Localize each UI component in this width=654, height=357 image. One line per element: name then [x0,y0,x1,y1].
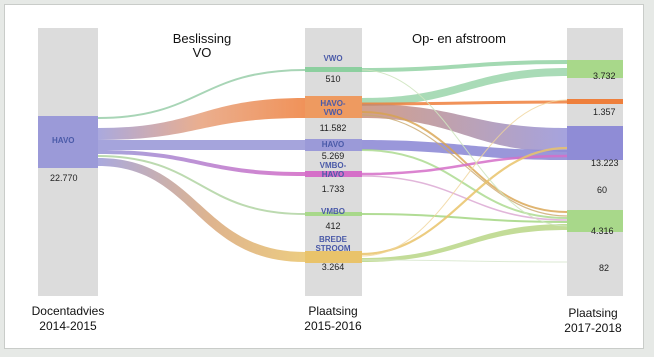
header-beslissing-line2: VO [193,45,212,60]
mid-node-vwo-label: VWO [323,54,342,63]
mid-node-vwo-bar [305,67,362,72]
right-node-4-value: 60 [597,185,607,195]
flow-havovwo-to-vwo [362,68,567,106]
flow-havo-to-vmbo-havo [98,150,305,176]
col-right-line2: 2017-2018 [564,321,622,335]
mid-node-havo-label: HAVO [322,140,345,149]
header-beslissing-line1: Beslissing [173,31,232,46]
col-left-line1: Docentadvies [32,304,105,318]
right-node-3-bar [567,126,623,160]
mid-node-havovwo-label1: HAVO- [320,99,346,108]
right-node-6-value: 82 [599,263,609,273]
mid-node-vmbohavo-label2: HAVO [322,170,345,179]
mid-node-vwo-value: 510 [325,74,340,84]
flow-vmbohavo-up [361,154,568,176]
flow-havovwo-main [362,104,567,152]
right-node-1-value: 3.732 [593,71,616,81]
flow-vwo-to-right-top [361,60,568,72]
source-node-label: HAVO [52,136,75,145]
flow-havovwo-to-havo [361,100,568,106]
mid-node-brede-label2: STROOM [315,244,350,253]
mid-node-havo-value: 5.269 [322,151,345,161]
mid-node-brede-label1: BREDE [319,235,348,244]
flow-lower-thin [361,69,568,227]
mid-node-vmbohavo-bar [305,171,362,177]
flow-havo-main [362,140,567,160]
flow-havo-to-havo [98,140,305,150]
right-node-5-bar [567,210,623,232]
flow-brede-up2 [361,99,568,257]
right-node-3-value: 13.223 [591,158,619,168]
flow-havo-to-vmbo [97,155,306,215]
right-node-1-bar [567,60,623,78]
mid-node-havo-bar [305,139,362,151]
col-left-line2: 2014-2015 [39,319,97,333]
mid-node-vmbo-label: VMBO [321,207,345,216]
flow-to-bottom [361,259,568,263]
flow-havo-to-brede-stroom [98,158,305,262]
mid-node-havovwo-value: 11.582 [320,123,347,133]
right-node-2-value: 1.357 [593,107,616,117]
flow-brede-to-lower [362,224,567,262]
col-right-line1: Plaatsing [568,306,617,320]
mid-node-brede-bar [305,251,362,263]
mid-node-vmbohavo-label1: VMBO- [320,161,347,170]
mid-node-havovwo-bar [305,96,362,118]
flow-havo-to-lower [361,149,568,219]
header-opafstroom: Op- en afstroom [412,31,506,46]
mid-node-havovwo-label2: VWO [323,108,342,117]
flow-vmbo-to-lower [361,213,568,223]
right-node-5-value: 4.316 [591,226,614,236]
col-mid-line1: Plaatsing [308,304,357,318]
mid-node-vmbo-value: 412 [325,221,340,231]
mid-node-vmbo-bar [305,212,362,216]
mid-node-brede-value: 3.264 [322,262,345,272]
col-mid-line2: 2015-2016 [304,319,362,333]
flow-havo-to-vwo [97,69,306,119]
flow-havovwo-down [361,111,568,213]
flow-havo-to-havo-vwo [98,98,305,140]
mid-node-vmbohavo-value: 1.733 [322,184,345,194]
source-node-bar [38,116,98,168]
source-node-value: 22.770 [50,173,78,183]
right-node-2-bar [567,99,623,104]
